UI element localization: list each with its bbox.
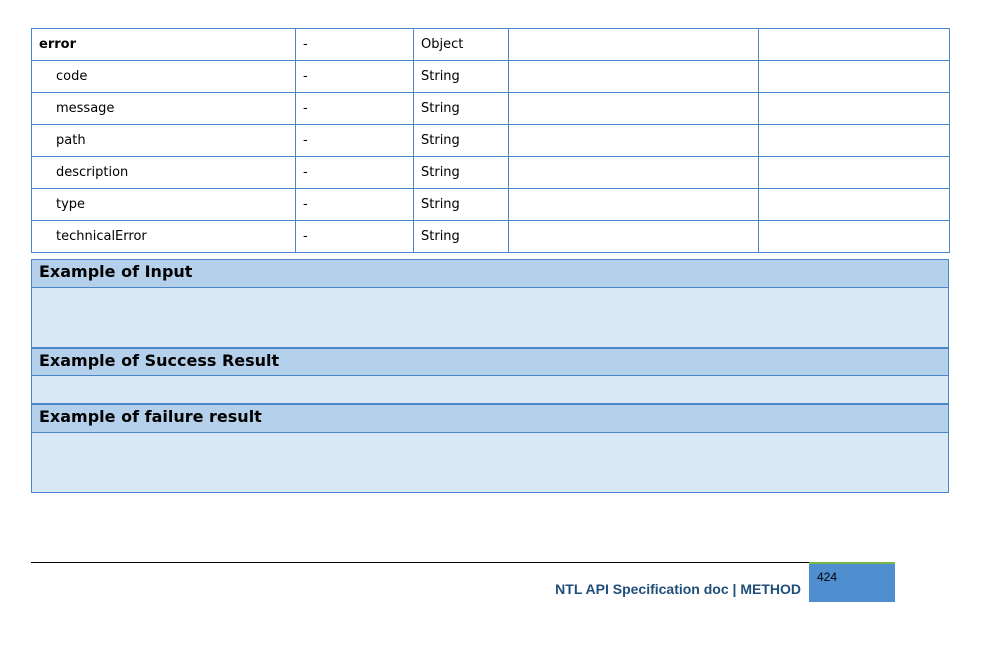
example-success-content xyxy=(31,376,949,404)
example-input-content xyxy=(31,288,949,348)
table-row: technicalError - String xyxy=(31,220,950,253)
field-type: String xyxy=(413,92,509,125)
field-empty xyxy=(508,60,759,93)
field-name: technicalError xyxy=(31,220,296,253)
table-row: description - String xyxy=(31,156,950,189)
field-required: - xyxy=(295,92,414,125)
field-required: - xyxy=(295,124,414,157)
field-empty xyxy=(758,156,950,189)
table-row: type - String xyxy=(31,188,950,221)
field-empty xyxy=(758,188,950,221)
table-row: message - String xyxy=(31,92,950,125)
field-name: description xyxy=(31,156,296,189)
field-required: - xyxy=(295,156,414,189)
parameter-table: error - Object code - String message - String pat… xyxy=(31,28,950,253)
field-name: message xyxy=(31,92,296,125)
field-type: String xyxy=(413,124,509,157)
field-type: Object xyxy=(413,28,509,61)
field-empty xyxy=(508,156,759,189)
field-empty xyxy=(758,220,950,253)
field-type: String xyxy=(413,188,509,221)
field-empty xyxy=(508,92,759,125)
table-row: error - Object xyxy=(31,28,950,61)
field-type: String xyxy=(413,60,509,93)
example-success-header: Example of Success Result xyxy=(31,348,949,376)
field-name: type xyxy=(31,188,296,221)
table-row: code - String xyxy=(31,60,950,93)
footer-title: NTL API Specification doc | METHOD xyxy=(555,581,801,597)
example-failure-content xyxy=(31,433,949,493)
field-empty xyxy=(508,220,759,253)
field-empty xyxy=(508,124,759,157)
field-empty xyxy=(758,60,950,93)
footer-divider xyxy=(31,562,809,563)
example-input-header: Example of Input xyxy=(31,259,949,288)
table-row: path - String xyxy=(31,124,950,157)
example-failure-header: Example of failure result xyxy=(31,404,949,433)
field-empty xyxy=(758,28,950,61)
field-name: path xyxy=(31,124,296,157)
field-required: - xyxy=(295,28,414,61)
field-type: String xyxy=(413,156,509,189)
field-required: - xyxy=(295,60,414,93)
field-required: - xyxy=(295,220,414,253)
page-number: 424 xyxy=(809,562,895,602)
field-name: code xyxy=(31,60,296,93)
field-name: error xyxy=(31,28,296,61)
field-empty xyxy=(508,188,759,221)
field-empty xyxy=(758,92,950,125)
field-type: String xyxy=(413,220,509,253)
field-required: - xyxy=(295,188,414,221)
field-empty xyxy=(508,28,759,61)
field-empty xyxy=(758,124,950,157)
